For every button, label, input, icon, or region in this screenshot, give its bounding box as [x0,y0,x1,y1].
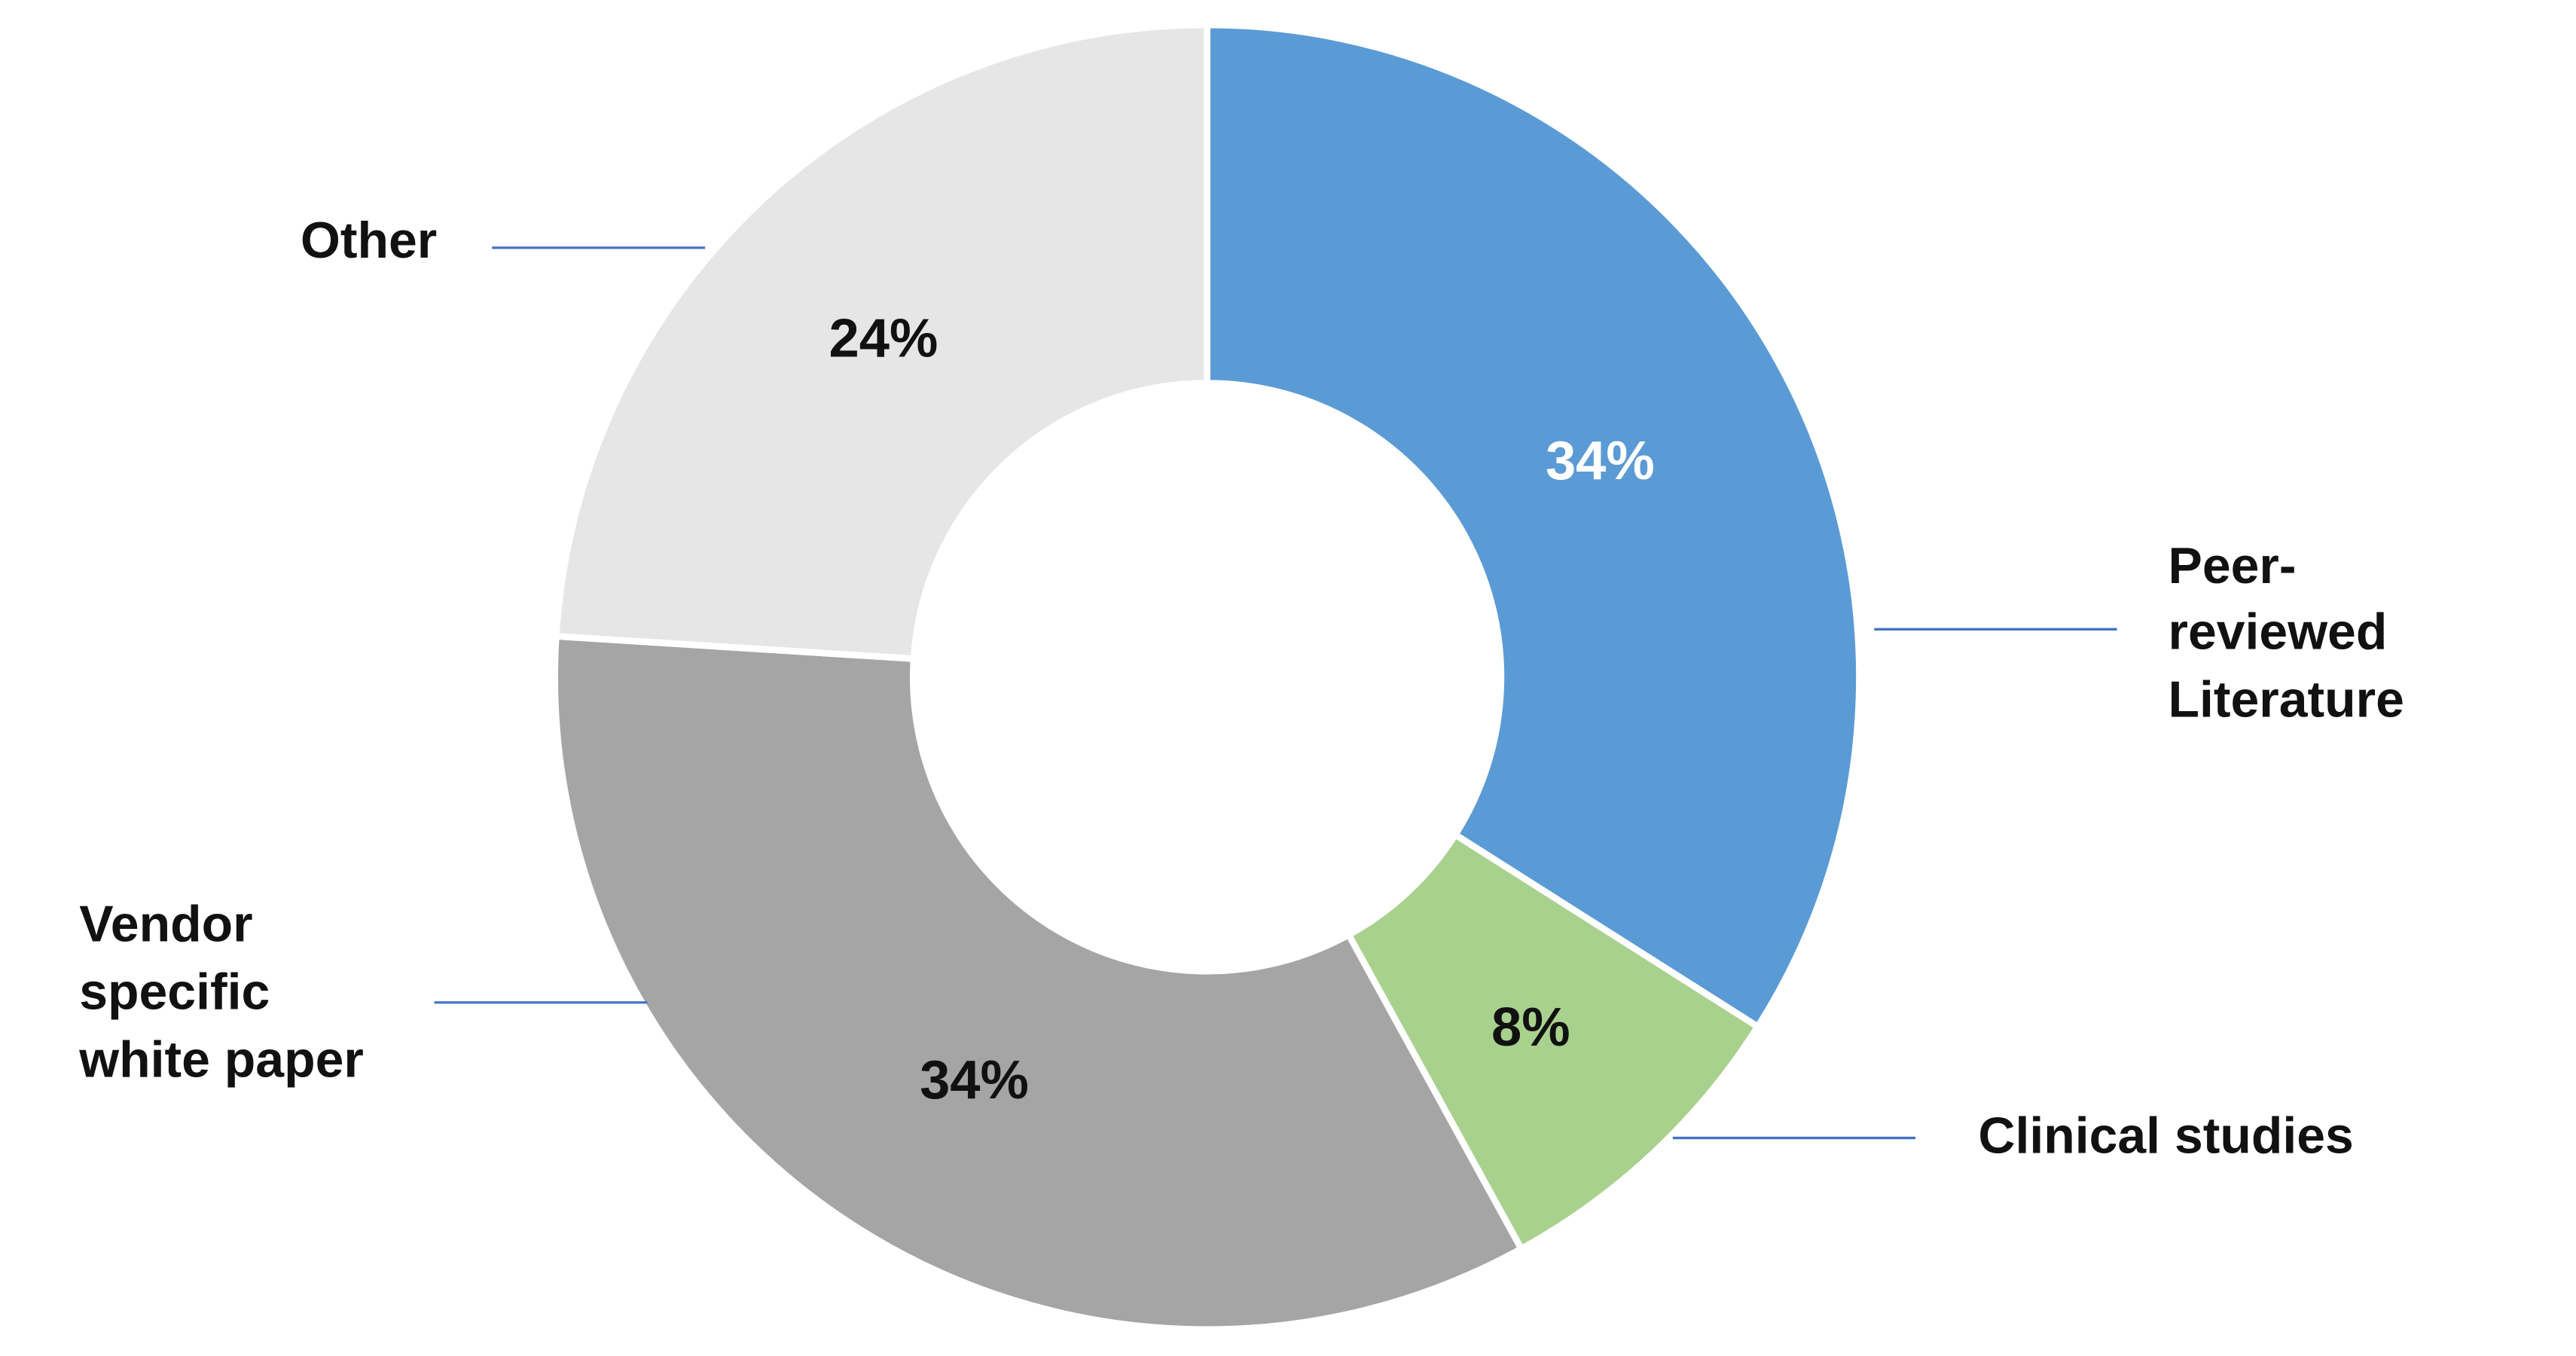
slice-peer-reviewed [1204,21,1863,1031]
category-label-other: Other [301,212,437,269]
slices [551,21,1863,1333]
data-label-other: 24% [829,309,939,369]
data-label-peer-reviewed: 34% [1546,431,1655,491]
slice-clinical [1344,829,1763,1254]
slice-vendor [551,632,1526,1333]
slice-other [552,21,1210,663]
data-label-vendor: 34% [920,1050,1029,1110]
category-labels: Peer- reviewed Literature Clinical studi… [78,212,2404,1164]
data-label-clinical: 8% [1491,997,1570,1058]
leader-lines [434,246,2117,1140]
category-label-clinical: Clinical studies [1978,1107,2353,1164]
category-label-peer-reviewed: Peer- reviewed Literature [2169,537,2404,728]
category-label-vendor: Vendor specific white paper [78,896,364,1089]
data-labels: 34% 8% 34% 24% [829,309,1655,1110]
